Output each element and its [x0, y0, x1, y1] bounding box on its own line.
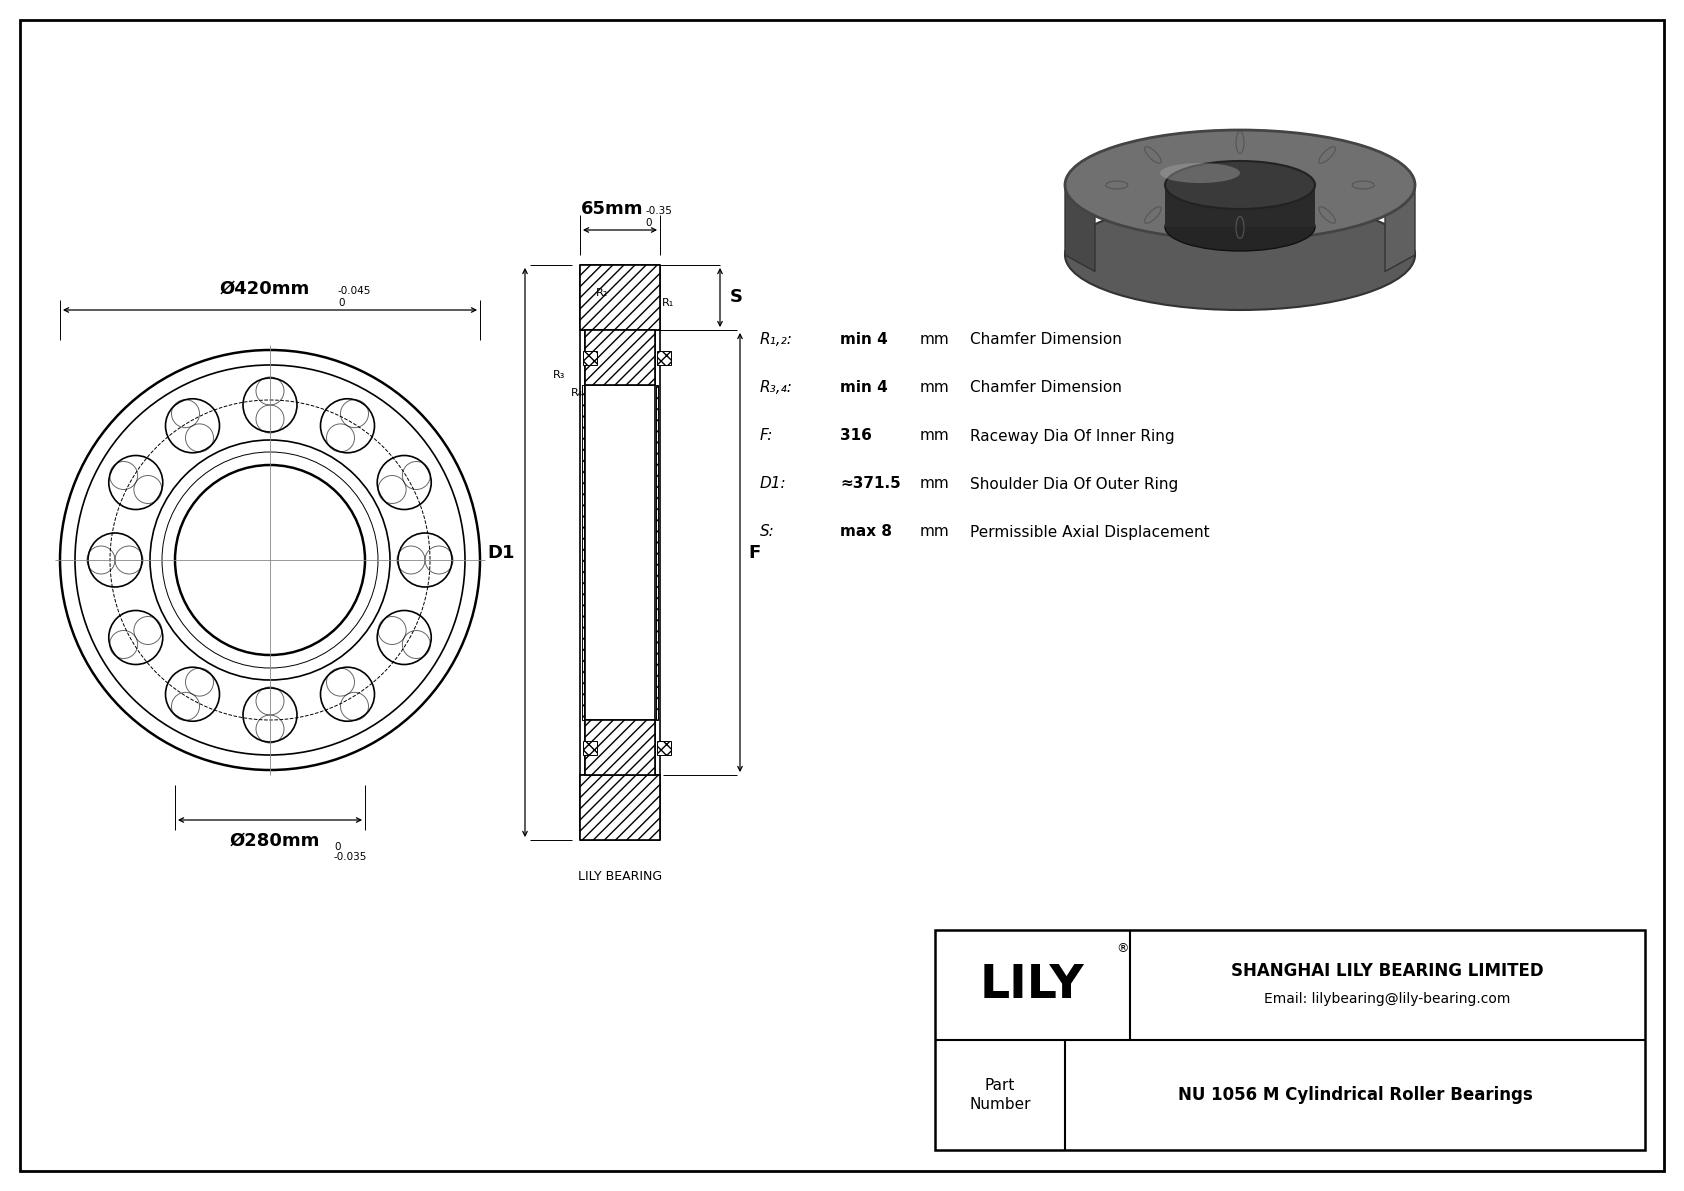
Text: Chamfer Dimension: Chamfer Dimension — [970, 332, 1122, 348]
Bar — [583, 350, 598, 364]
Text: D1: D1 — [487, 543, 515, 561]
Text: max 8: max 8 — [840, 524, 893, 540]
Polygon shape — [1384, 185, 1415, 272]
Text: F:: F: — [759, 429, 773, 443]
Text: Part
Number: Part Number — [970, 1078, 1031, 1112]
Bar — [935, 930, 1645, 1151]
Text: 0: 0 — [645, 218, 652, 227]
Text: NU 1056 M Cylindrical Roller Bearings: NU 1056 M Cylindrical Roller Bearings — [1177, 1086, 1532, 1104]
Text: mm: mm — [919, 429, 950, 443]
Bar — [584, 330, 655, 385]
Text: Ø420mm: Ø420mm — [221, 280, 310, 298]
Text: ®: ® — [1116, 942, 1128, 955]
Text: Permissible Axial Displacement: Permissible Axial Displacement — [970, 524, 1209, 540]
Text: R₁: R₁ — [662, 298, 674, 308]
Text: S:: S: — [759, 524, 775, 540]
Text: Chamfer Dimension: Chamfer Dimension — [970, 380, 1122, 395]
Bar — [584, 721, 655, 775]
Text: Email: lilybearing@lily-bearing.com: Email: lilybearing@lily-bearing.com — [1265, 992, 1511, 1006]
Text: R₂: R₂ — [596, 288, 608, 298]
Bar — [657, 741, 670, 755]
Polygon shape — [1064, 185, 1095, 272]
Text: mm: mm — [919, 524, 950, 540]
Text: D1:: D1: — [759, 476, 786, 492]
Ellipse shape — [1165, 161, 1315, 208]
Text: ≈371.5: ≈371.5 — [840, 476, 901, 492]
Text: 0: 0 — [333, 842, 340, 852]
Text: -0.045: -0.045 — [338, 286, 372, 297]
Text: mm: mm — [919, 332, 950, 348]
Text: R₄: R₄ — [571, 388, 583, 398]
Ellipse shape — [1165, 202, 1315, 251]
Text: 316: 316 — [840, 429, 872, 443]
Text: min 4: min 4 — [840, 380, 887, 395]
Text: 0: 0 — [338, 298, 345, 308]
Text: F: F — [748, 543, 759, 561]
Bar — [583, 385, 584, 721]
Ellipse shape — [1064, 130, 1415, 241]
Text: Ø280mm: Ø280mm — [229, 833, 320, 850]
Text: SHANGHAI LILY BEARING LIMITED: SHANGHAI LILY BEARING LIMITED — [1231, 962, 1544, 980]
Text: min 4: min 4 — [840, 332, 887, 348]
Text: mm: mm — [919, 380, 950, 395]
Bar — [579, 266, 660, 330]
Bar — [657, 385, 658, 721]
Ellipse shape — [1064, 200, 1415, 310]
Text: R₃: R₃ — [552, 370, 566, 380]
Text: LILY: LILY — [980, 962, 1084, 1008]
Polygon shape — [1165, 185, 1315, 227]
Text: R₃,₄:: R₃,₄: — [759, 380, 793, 395]
Bar — [657, 350, 670, 364]
Text: Shoulder Dia Of Outer Ring: Shoulder Dia Of Outer Ring — [970, 476, 1179, 492]
Text: -0.035: -0.035 — [333, 852, 367, 862]
Bar — [579, 775, 660, 840]
Text: mm: mm — [919, 476, 950, 492]
Text: R₁,₂:: R₁,₂: — [759, 332, 793, 348]
Ellipse shape — [1160, 163, 1239, 183]
Text: 65mm: 65mm — [581, 200, 643, 218]
Text: Raceway Dia Of Inner Ring: Raceway Dia Of Inner Ring — [970, 429, 1175, 443]
Text: -0.35: -0.35 — [645, 206, 672, 216]
Text: S: S — [729, 288, 743, 306]
Bar — [583, 741, 598, 755]
Text: LILY BEARING: LILY BEARING — [578, 869, 662, 883]
